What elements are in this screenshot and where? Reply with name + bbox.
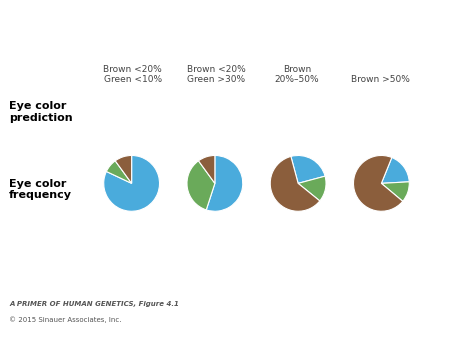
Wedge shape <box>206 155 243 211</box>
Text: Brown <20%
Green >30%: Brown <20% Green >30% <box>187 65 245 84</box>
Wedge shape <box>354 155 403 211</box>
Wedge shape <box>106 161 131 183</box>
Wedge shape <box>270 156 320 211</box>
Text: © 2015 Sinauer Associates, Inc.: © 2015 Sinauer Associates, Inc. <box>9 316 122 322</box>
Text: Eye color
prediction: Eye color prediction <box>9 101 72 123</box>
Text: Brown >50%: Brown >50% <box>351 75 410 84</box>
Text: Eye color
frequency: Eye color frequency <box>9 179 72 200</box>
Text: Brown <20%
Green <10%: Brown <20% Green <10% <box>104 65 162 84</box>
Wedge shape <box>198 155 215 183</box>
Wedge shape <box>115 155 132 183</box>
Wedge shape <box>298 176 326 201</box>
Wedge shape <box>381 158 409 183</box>
Wedge shape <box>291 155 325 183</box>
Text: Brown
20%–50%: Brown 20%–50% <box>274 65 320 84</box>
Wedge shape <box>381 182 409 201</box>
Text: Figure 4.1  Genetic Influences on Eye Color: Figure 4.1 Genetic Influences on Eye Col… <box>5 8 260 21</box>
Wedge shape <box>187 161 215 210</box>
Text: A PRIMER OF HUMAN GENETICS, Figure 4.1: A PRIMER OF HUMAN GENETICS, Figure 4.1 <box>9 301 179 307</box>
Wedge shape <box>104 155 159 211</box>
